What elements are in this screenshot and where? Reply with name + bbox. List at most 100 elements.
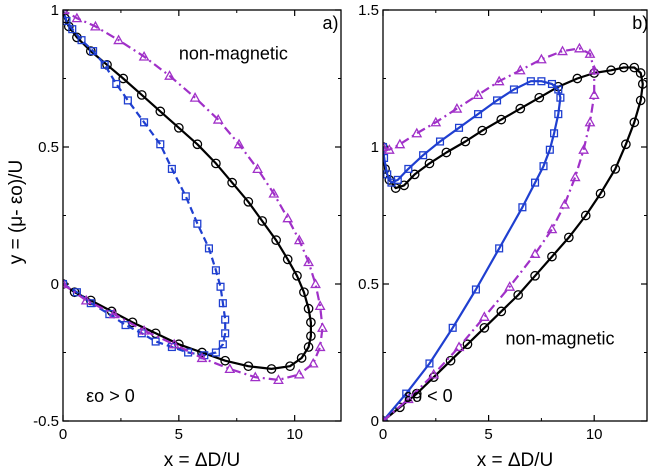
data-point	[559, 198, 571, 209]
data-point	[211, 266, 220, 275]
data-point	[394, 138, 406, 149]
data-point	[556, 93, 565, 102]
data-point	[204, 244, 214, 253]
chart-panel-b: 0 5 10 0 0.5 1 1.5 x = ΔD/U non-magnetic εo < 0 b)	[358, 2, 648, 471]
series-line	[383, 66, 644, 421]
data-point	[454, 123, 464, 132]
data-point	[546, 223, 558, 234]
data-point	[618, 62, 629, 73]
data-point	[635, 95, 646, 106]
data-point	[531, 178, 540, 187]
data-point	[383, 170, 392, 179]
data-point	[471, 285, 480, 294]
series-circle	[383, 62, 647, 421]
series-line	[63, 10, 227, 357]
data-point	[113, 34, 125, 45]
data-point	[218, 340, 227, 349]
data-point	[515, 103, 526, 114]
data-point	[63, 279, 68, 289]
data-point	[249, 371, 261, 382]
data-point	[184, 348, 193, 357]
data-point	[211, 348, 220, 357]
data-point	[136, 90, 147, 100]
data-point	[402, 389, 411, 398]
data-point	[509, 85, 518, 94]
data-point	[89, 47, 98, 56]
data-point	[448, 323, 457, 332]
data-point	[273, 374, 284, 384]
x-tick-label: 5	[484, 426, 492, 443]
data-point	[535, 53, 547, 64]
series-triangle	[383, 42, 600, 421]
data-point	[554, 110, 563, 119]
data-point	[526, 77, 535, 86]
data-point	[610, 164, 621, 174]
data-point	[271, 235, 281, 246]
data-point	[285, 361, 295, 372]
data-point	[435, 137, 445, 146]
data-point	[537, 77, 546, 86]
data-point	[138, 50, 150, 61]
data-point	[629, 117, 640, 128]
shared-y-axis-label: y = (μ- εo)/U	[6, 160, 27, 264]
data-point	[306, 331, 316, 341]
data-point	[189, 92, 201, 102]
data-point	[472, 89, 484, 100]
plot-frame	[382, 9, 648, 422]
plot-frame	[62, 9, 342, 422]
data-point	[428, 368, 440, 379]
data-point	[155, 106, 166, 117]
data-point	[85, 46, 96, 56]
data-point	[192, 139, 203, 150]
data-point	[588, 89, 600, 100]
data-point	[224, 363, 236, 374]
data-point	[69, 287, 80, 298]
data-point	[399, 180, 409, 191]
data-point	[529, 248, 541, 258]
data-point	[72, 32, 82, 43]
data-point	[156, 140, 165, 149]
data-point	[478, 311, 490, 321]
data-point	[518, 203, 527, 212]
data-point	[445, 355, 456, 366]
data-point	[411, 127, 423, 138]
data-point	[252, 163, 264, 174]
data-point	[453, 341, 465, 352]
data-point	[387, 178, 396, 187]
data-point	[314, 300, 326, 311]
panel-label: b)	[632, 13, 648, 33]
data-point	[384, 175, 395, 185]
data-point	[173, 122, 184, 133]
data-point	[63, 279, 68, 289]
y-tick-label: 0.5	[358, 276, 379, 293]
condition-annotation: εo < 0	[404, 386, 453, 406]
data-point	[578, 144, 590, 154]
data-point	[296, 353, 307, 363]
data-point	[310, 278, 321, 289]
data-point	[167, 164, 176, 173]
data-point	[211, 158, 221, 169]
data-point	[257, 216, 268, 226]
data-point	[268, 187, 280, 198]
data-point	[383, 142, 388, 152]
data-point	[317, 322, 328, 332]
condition-annotation: εo > 0	[86, 386, 135, 406]
data-point	[569, 171, 581, 182]
data-point	[123, 96, 132, 105]
data-point	[151, 337, 160, 346]
data-point	[424, 158, 435, 169]
data-point	[197, 347, 207, 358]
data-point	[419, 151, 428, 160]
data-point	[402, 393, 414, 404]
data-point	[221, 315, 230, 324]
x-tick-label: 5	[175, 426, 183, 443]
data-point	[479, 322, 490, 333]
data-point	[547, 251, 557, 262]
data-point	[193, 219, 202, 228]
data-point	[584, 48, 596, 58]
y-tick-label: 0	[371, 413, 379, 430]
data-point	[307, 357, 319, 368]
data-point	[77, 36, 86, 45]
data-point	[495, 244, 504, 253]
